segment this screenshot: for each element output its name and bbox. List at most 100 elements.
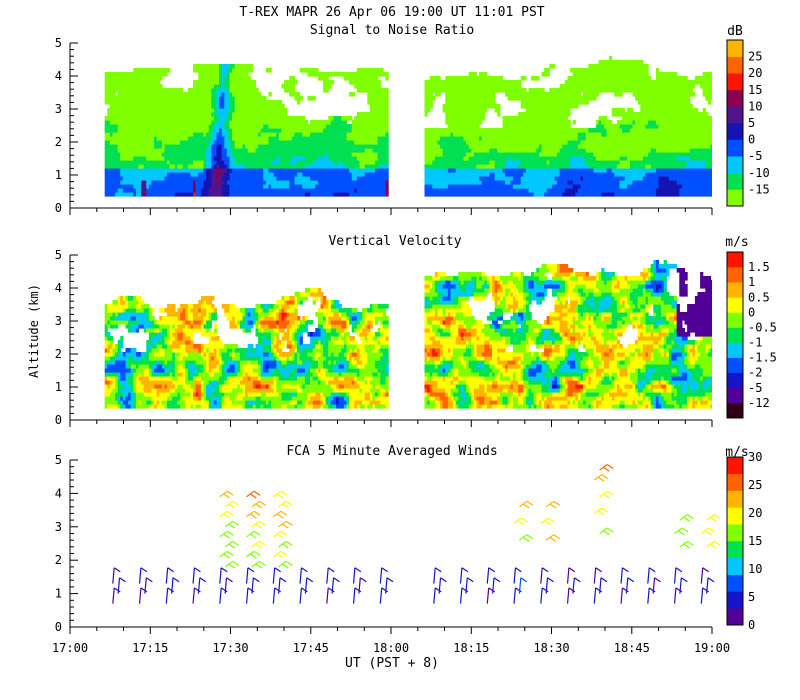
wind-barb	[673, 567, 683, 584]
wind-barb	[299, 567, 308, 584]
wind-barb	[492, 577, 501, 594]
wind-barb	[385, 577, 394, 594]
colorbar-swatch	[727, 89, 743, 107]
wind-barb	[674, 527, 689, 536]
wind-colorbar-unit: m/s	[725, 445, 748, 460]
wind-barb	[224, 540, 240, 549]
x-tick-label: 18:15	[453, 641, 489, 655]
y-tick-label: 1	[55, 587, 62, 601]
wind-barb	[647, 587, 656, 604]
x-axis-label: UT (PST + 8)	[345, 656, 439, 671]
colorbar-swatch	[727, 172, 743, 190]
colorbar-swatch	[727, 490, 743, 508]
figure-title: T-REX MAPR 26 Apr 06 19:00 UT 11:01 PST	[239, 5, 544, 20]
wind-barb	[545, 500, 561, 509]
wind-barb	[433, 567, 442, 584]
y-tick-label: 4	[55, 69, 62, 83]
wind-barb	[599, 464, 614, 472]
wind-barb	[272, 550, 288, 559]
wind-barb	[219, 567, 228, 584]
colorbar-swatch	[727, 473, 743, 491]
wind-barb	[331, 577, 340, 594]
wind-barb	[171, 577, 180, 594]
colorbar-tick-label: -0.5	[748, 321, 777, 335]
y-tick-label: 4	[55, 486, 62, 500]
wind-barb	[138, 587, 148, 604]
wind-barb	[246, 530, 261, 539]
wind-barb	[224, 560, 240, 569]
wind-barb	[272, 490, 288, 499]
wind-barb	[251, 520, 266, 529]
x-tick-label: 18:00	[373, 641, 409, 655]
colorbar-swatch	[727, 342, 743, 358]
colorbar-swatch	[727, 40, 743, 57]
colorbar-swatch	[727, 312, 743, 328]
wind-barb	[566, 587, 576, 604]
y-tick-label: 2	[55, 553, 62, 567]
wind-barb	[278, 500, 293, 509]
wind-barb	[379, 567, 389, 584]
colorbar-swatch	[727, 524, 743, 542]
wind-barb	[459, 567, 469, 584]
y-axis-label: Altitude (km)	[27, 284, 41, 378]
wind-barb	[545, 577, 554, 594]
wind-barb	[246, 550, 261, 559]
colorbars: -15-10-50510152025-12-5-2-1.5-1-0.500.51…	[726, 39, 777, 632]
wind-barb	[540, 587, 549, 604]
wind-barb	[326, 587, 335, 604]
colorbar-swatch	[727, 139, 743, 157]
colorbar-tick-label: 20	[748, 506, 762, 520]
colorbar-frame	[726, 456, 744, 626]
wind-barb	[112, 567, 121, 584]
wind-barb	[545, 534, 561, 542]
wind-barb	[519, 500, 534, 509]
colorbar-tick-label: -1.5	[748, 351, 777, 365]
colorbar-swatch	[727, 297, 743, 313]
colorbar-tick-label: 20	[748, 66, 762, 80]
x-tick-label: 17:45	[293, 641, 329, 655]
wind-barb	[192, 567, 201, 584]
wind-barb	[246, 510, 261, 519]
wind-barb	[224, 500, 240, 509]
wind-barb	[326, 567, 335, 584]
wind-barb	[278, 520, 293, 529]
colorbar-tick-label: 30	[748, 450, 762, 464]
wind-barb	[272, 530, 288, 539]
colorbar-swatch	[727, 156, 743, 174]
snr-panel-title: Signal to Noise Ratio	[310, 23, 474, 38]
wind-barb	[165, 567, 175, 584]
wind-barb	[246, 490, 261, 499]
wind-barb	[219, 490, 234, 499]
y-tick-label: 0	[55, 620, 62, 634]
y-tick-label: 3	[55, 102, 62, 116]
y-tick-label: 0	[55, 413, 62, 427]
wind-barb	[599, 527, 614, 536]
y-tick-label: 3	[55, 520, 62, 534]
wind-barb	[513, 567, 522, 584]
y-tick-label: 1	[55, 380, 62, 394]
wind-barb	[519, 534, 534, 542]
wind-barb	[572, 577, 581, 594]
wind-barb	[566, 567, 576, 584]
x-tick-label: 19:00	[694, 641, 730, 655]
wind-barb	[518, 577, 528, 594]
colorbar-tick-label: 0	[748, 618, 755, 632]
wind-barb	[224, 520, 240, 529]
y-tick-label: 5	[55, 248, 62, 262]
wind-barb	[700, 567, 710, 584]
wind-barb	[459, 587, 469, 604]
colorbar-tick-label: 5	[748, 116, 755, 130]
wind-barb	[224, 577, 233, 594]
colorbar-tick-label: 15	[748, 83, 762, 97]
wind-barb	[117, 577, 126, 594]
colorbar-tick-label: 25	[748, 50, 762, 64]
colorbar-tick-label: -5	[748, 149, 762, 163]
wind-barb	[245, 567, 255, 584]
velocity-colorbar-unit: m/s	[725, 235, 748, 250]
y-tick-label: 5	[55, 453, 62, 467]
colorbar-swatch	[727, 457, 743, 475]
colorbar-swatch	[727, 73, 743, 91]
colorbar-tick-label: 10	[748, 99, 762, 113]
wind-barb	[197, 577, 207, 594]
